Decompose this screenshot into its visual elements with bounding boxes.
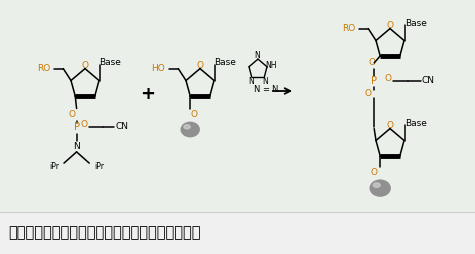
- Text: Base: Base: [99, 58, 121, 67]
- Text: N: N: [248, 77, 254, 86]
- Text: O: O: [197, 61, 203, 70]
- Ellipse shape: [370, 180, 390, 196]
- Ellipse shape: [373, 183, 380, 187]
- Text: RO: RO: [37, 64, 50, 73]
- Text: N: N: [271, 85, 277, 94]
- Text: O: O: [68, 110, 75, 119]
- Text: CN: CN: [422, 76, 435, 85]
- Text: O: O: [190, 109, 198, 119]
- Bar: [0, 212, 475, 254]
- Text: P: P: [74, 122, 80, 132]
- Text: O: O: [365, 89, 372, 98]
- Text: Base: Base: [405, 119, 427, 128]
- Text: N: N: [262, 77, 268, 86]
- Text: HO: HO: [152, 64, 165, 73]
- Ellipse shape: [184, 125, 190, 129]
- Text: NH: NH: [265, 61, 277, 70]
- Text: O: O: [387, 21, 393, 30]
- Text: N: N: [253, 85, 259, 94]
- Text: P: P: [371, 76, 377, 86]
- Text: Base: Base: [214, 58, 236, 67]
- Ellipse shape: [181, 122, 199, 137]
- Text: 図５．ホスホロアミダイト法によるカップリング: 図５．ホスホロアミダイト法によるカップリング: [8, 226, 200, 241]
- Text: O: O: [82, 61, 88, 70]
- Text: O: O: [81, 120, 88, 129]
- Bar: [0, 212, 475, 254]
- Text: Base: Base: [405, 19, 427, 28]
- Text: N: N: [254, 51, 260, 60]
- Text: iPr: iPr: [94, 162, 104, 171]
- Text: +: +: [141, 85, 155, 103]
- Text: O: O: [387, 121, 393, 130]
- Text: iPr: iPr: [49, 162, 59, 171]
- Text: O: O: [369, 58, 376, 67]
- Text: N: N: [73, 142, 80, 151]
- Text: RO: RO: [342, 24, 355, 33]
- Text: =: =: [263, 85, 269, 94]
- Text: CN: CN: [115, 122, 128, 131]
- Text: O: O: [370, 168, 378, 177]
- Text: O: O: [385, 74, 392, 83]
